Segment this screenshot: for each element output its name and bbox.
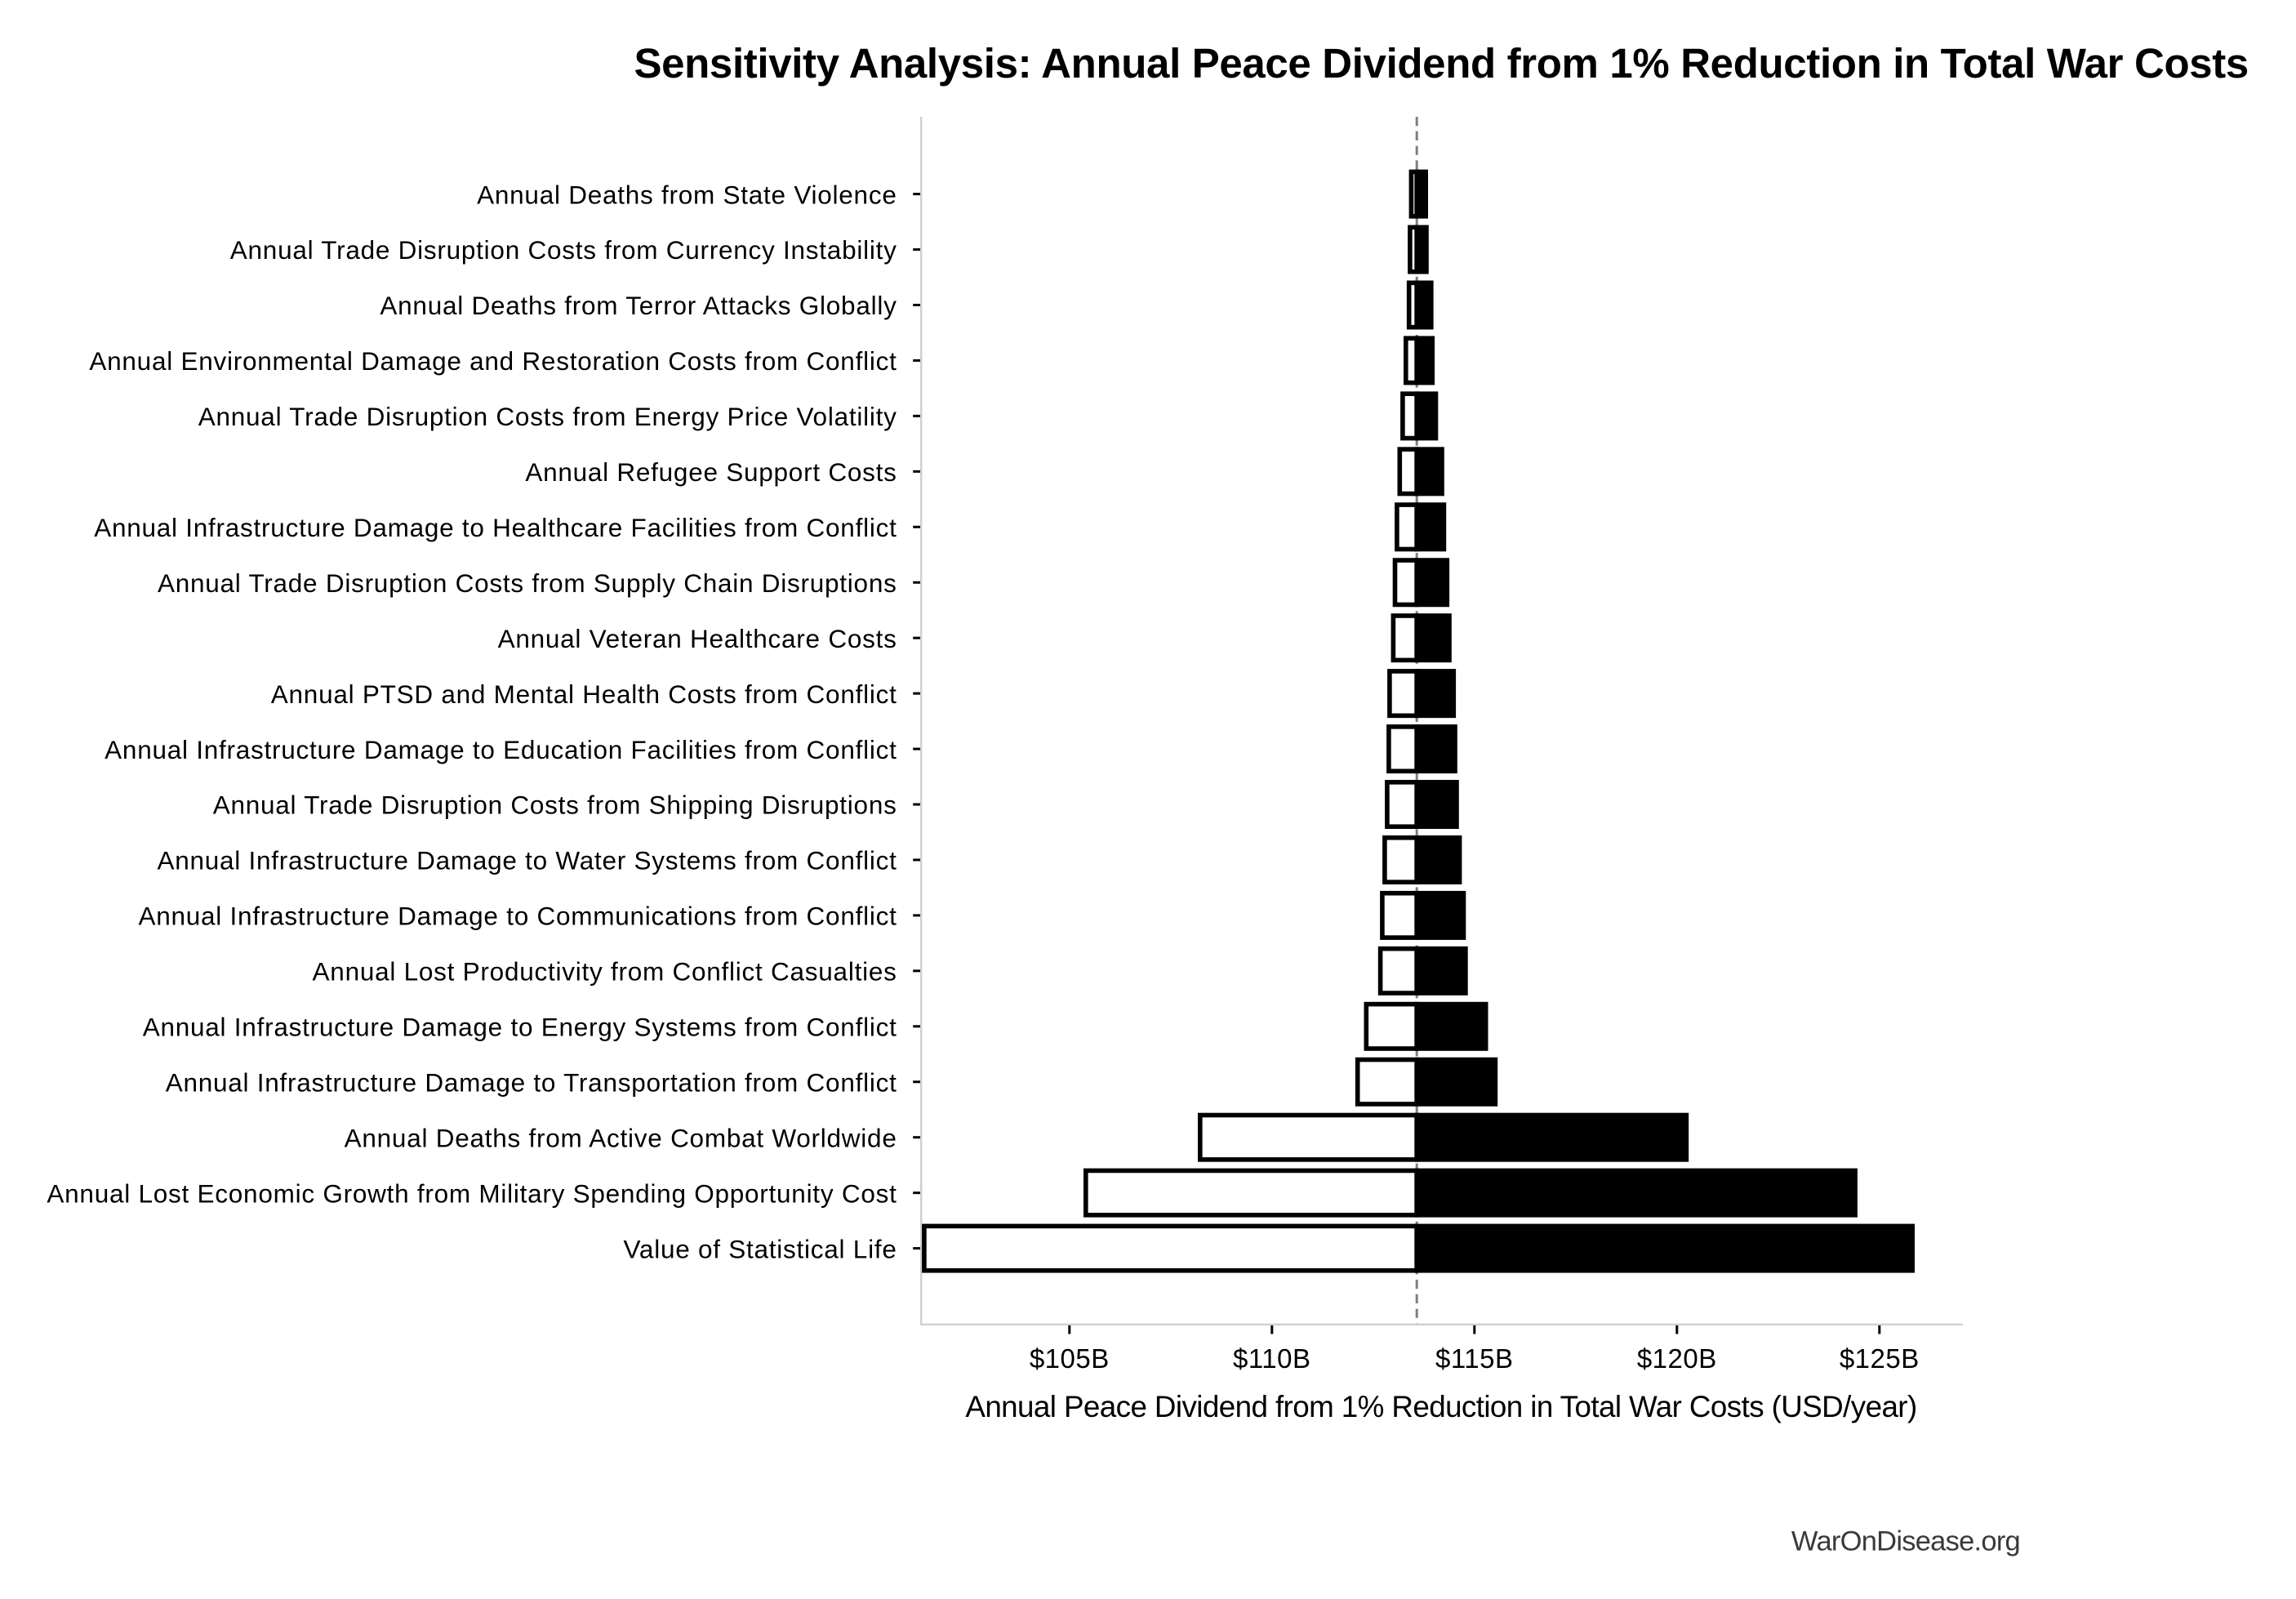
svg-text:Annual Refugee Support Costs: Annual Refugee Support Costs [525, 457, 897, 487]
svg-text:Annual Trade Disruption Costs: Annual Trade Disruption Costs from Energ… [198, 402, 897, 431]
svg-text:Annual Trade Disruption Costs: Annual Trade Disruption Costs from Curre… [230, 235, 897, 265]
svg-text:Annual Infrastructure Damage t: Annual Infrastructure Damage to Healthca… [94, 513, 897, 542]
svg-text:$110B: $110B [1233, 1343, 1310, 1374]
svg-text:Annual Trade Disruption Costs: Annual Trade Disruption Costs from Suppl… [158, 568, 897, 598]
svg-text:Sensitivity Analysis: Annual P: Sensitivity Analysis: Annual Peace Divid… [634, 40, 2248, 87]
svg-text:Annual Veteran Healthcare Cost: Annual Veteran Healthcare Costs [498, 624, 897, 653]
svg-text:Annual Deaths from Active Comb: Annual Deaths from Active Combat Worldwi… [345, 1123, 897, 1152]
svg-text:Annual Deaths from State Viole: Annual Deaths from State Violence [477, 180, 897, 209]
svg-text:Annual Environmental Damage an: Annual Environmental Damage and Restorat… [89, 346, 897, 376]
svg-text:$120B: $120B [1637, 1343, 1717, 1374]
svg-text:Annual Lost Economic Growth fr: Annual Lost Economic Growth from Militar… [47, 1178, 897, 1208]
svg-text:$115B: $115B [1435, 1343, 1513, 1374]
svg-text:Annual Infrastructure Damage t: Annual Infrastructure Damage to Water Sy… [157, 846, 897, 875]
svg-text:Annual Trade Disruption Costs: Annual Trade Disruption Costs from Shipp… [213, 791, 897, 820]
svg-text:$125B: $125B [1840, 1343, 1920, 1374]
svg-text:Value of Statistical Life: Value of Statistical Life [624, 1234, 897, 1263]
svg-text:WarOnDisease.org: WarOnDisease.org [1791, 1526, 2020, 1557]
svg-text:Annual Deaths from Terror Atta: Annual Deaths from Terror Attacks Global… [380, 291, 897, 320]
svg-text:Annual Lost Productivity from: Annual Lost Productivity from Conflict C… [313, 957, 897, 987]
svg-text:$105B: $105B [1030, 1343, 1110, 1374]
svg-text:Annual PTSD and Mental Health: Annual PTSD and Mental Health Costs from… [271, 679, 897, 709]
svg-text:Annual Peace Dividend from 1%: Annual Peace Dividend from 1% Reduction … [965, 1390, 1916, 1423]
svg-text:Annual Infrastructure Damage t: Annual Infrastructure Damage to Educatio… [105, 735, 897, 764]
svg-text:Annual Infrastructure Damage t: Annual Infrastructure Damage to Energy S… [143, 1013, 897, 1042]
svg-text:Annual Infrastructure Damage t: Annual Infrastructure Damage to Transpor… [166, 1067, 897, 1097]
svg-text:Annual Infrastructure Damage t: Annual Infrastructure Damage to Communic… [138, 902, 897, 931]
